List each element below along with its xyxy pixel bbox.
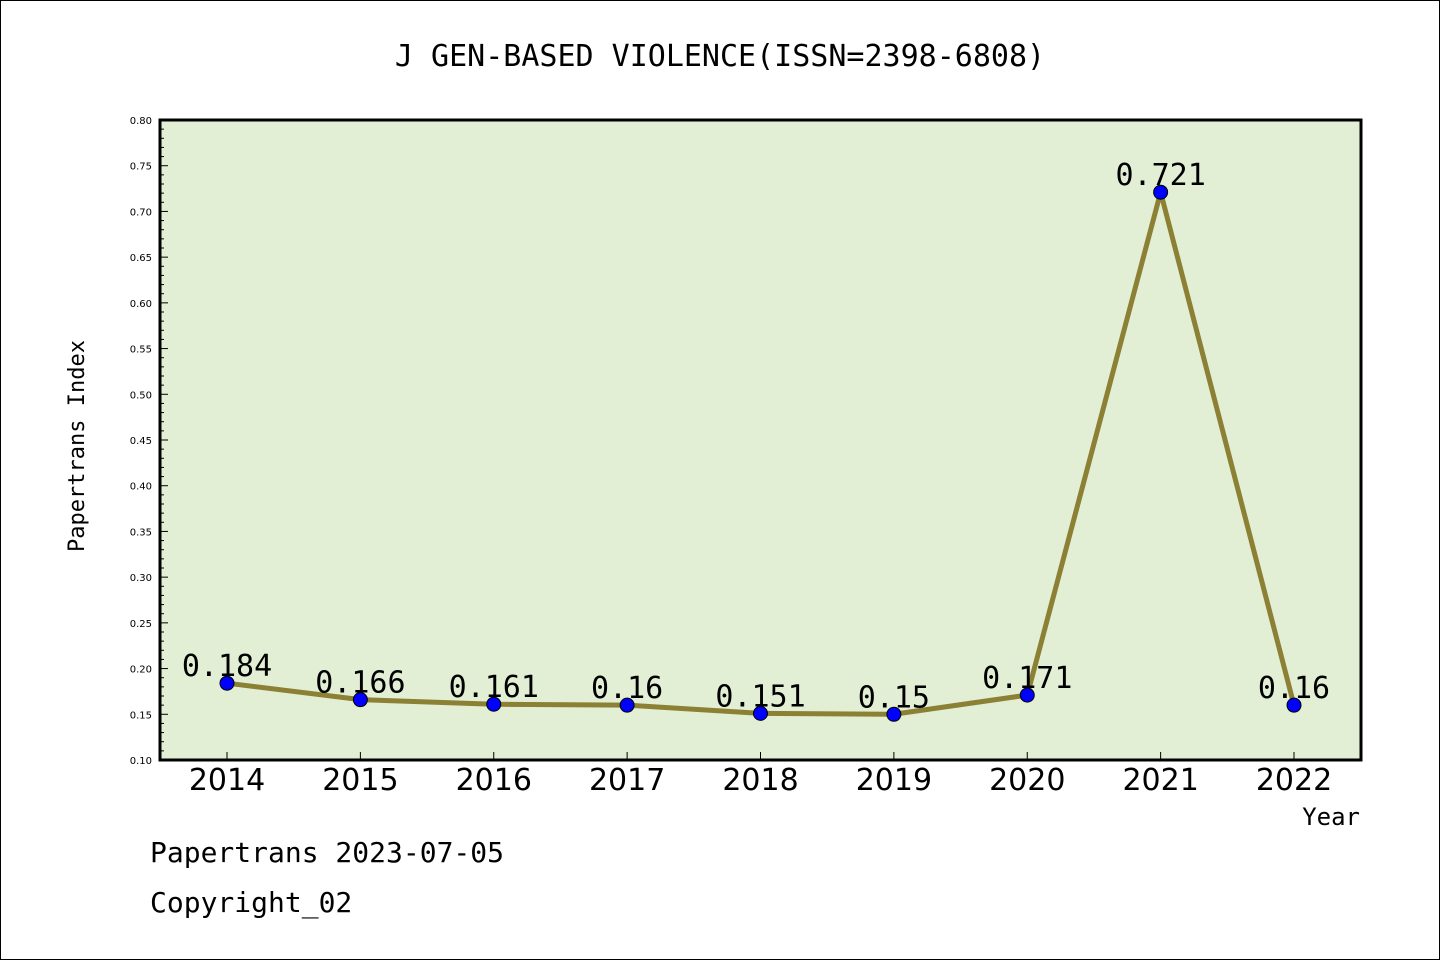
y-tick-label: 0.30: [130, 573, 152, 584]
y-tick-label: 0.65: [130, 253, 152, 264]
y-tick-label: 0.50: [130, 390, 152, 401]
y-tick-label: 0.60: [130, 299, 152, 310]
y-tick-label: 0.20: [130, 665, 152, 676]
data-label: 0.151: [715, 679, 805, 714]
y-tick-label: 0.35: [130, 527, 152, 538]
data-point: [486, 696, 502, 712]
y-tick-label: 0.80: [130, 116, 152, 127]
y-tick-label: 0.40: [130, 482, 152, 493]
data-point: [352, 692, 368, 708]
data-point: [219, 675, 235, 691]
y-axis: 0.10 0.15 0.20 0.25 0.30 0.35 0.40 0.45 0.50 0.55…: [130, 116, 168, 767]
data-label: 0.16: [591, 671, 663, 706]
footer-date: Papertrans 2023-07-05: [150, 836, 505, 869]
data-point: [753, 705, 768, 721]
data-point: [1019, 687, 1035, 703]
plot-area: [158, 118, 1363, 762]
x-tick-label: 2020: [989, 763, 1065, 798]
y-tick-label: 0.75: [130, 162, 152, 173]
series-layer: 0.184 0.166 0.161 0.16 0.151 0.15 0.171 0.721 0.…: [182, 158, 1330, 722]
x-tick-label: 2019: [856, 763, 932, 798]
data-point: [1286, 697, 1302, 713]
data-point: [886, 706, 902, 722]
y-tick-label: 0.45: [130, 436, 152, 447]
chart-title: J GEN-BASED VIOLENCE(ISSN=2398-6808): [395, 39, 1045, 74]
y-tick-label: 0.10: [130, 756, 152, 767]
x-tick-label: 2018: [722, 763, 798, 798]
x-tick-label: 2017: [589, 763, 665, 798]
data-label: 0.15: [858, 680, 930, 715]
data-point: [1153, 184, 1169, 200]
x-tick-label: 2021: [1122, 763, 1198, 798]
x-axis: 2014 2015 2016 2017 2018 2019 2020 2021 2022: [189, 752, 1332, 798]
x-tick-label: 2014: [189, 763, 265, 798]
x-tick-label: 2016: [456, 763, 532, 798]
y-tick-label: 0.15: [130, 710, 152, 721]
x-tick-label: 2022: [1256, 763, 1332, 798]
y-tick-label: 0.25: [130, 619, 152, 630]
y-tick-label: 0.55: [130, 345, 152, 356]
data-label: 0.184: [182, 649, 272, 684]
data-point: [619, 697, 635, 713]
data-label: 0.16: [1258, 671, 1330, 706]
y-axis-label: Papertrans Index: [65, 340, 90, 552]
data-label: 0.161: [449, 670, 539, 705]
y-tick-label: 0.70: [130, 207, 152, 218]
x-tick-label: 2015: [322, 763, 398, 798]
footer-copyright: Copyright_02: [150, 886, 353, 919]
data-label: 0.721: [1115, 158, 1205, 193]
data-label: 0.171: [982, 661, 1072, 696]
data-label: 0.166: [315, 666, 405, 701]
x-axis-label: Year: [1302, 803, 1360, 831]
